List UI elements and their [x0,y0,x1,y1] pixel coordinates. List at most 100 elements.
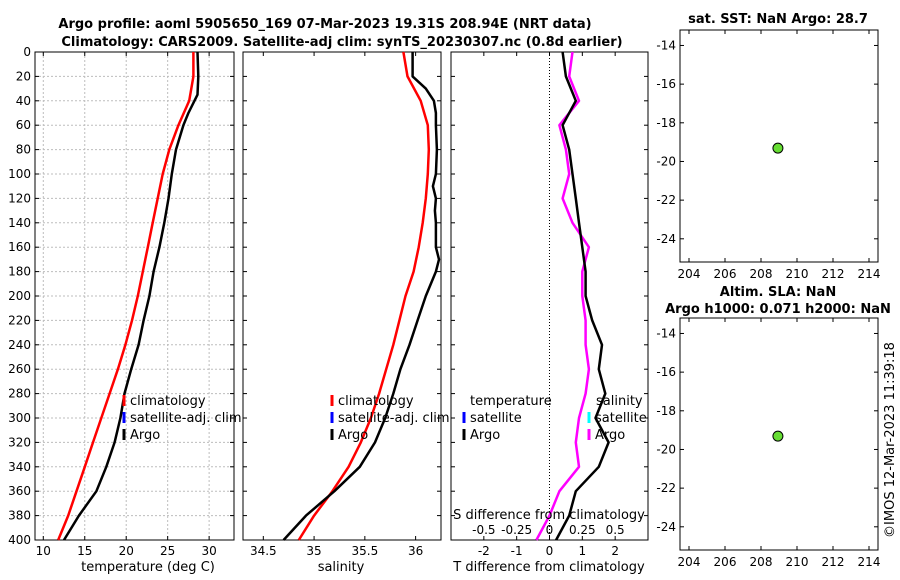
y-tick-label: -18 [656,116,676,130]
x-tick-label: 210 [786,555,809,569]
y-tick-label: 0 [23,45,31,59]
legend-clim-label: climatology [338,394,414,409]
x-tick-label: 1 [579,544,587,558]
series-argo [282,52,441,541]
y-tick-label: -24 [656,520,676,534]
temperature-xlabel: temperature (deg C) [81,560,215,575]
y-tick-label: 280 [8,387,31,401]
sla-map-title-2: Argo h1000: 0.071 h2000: NaN [665,302,891,317]
y-tick-label: -22 [656,193,676,207]
s-tick-label: 0.25 [569,523,596,537]
y-tick-label: 140 [8,216,31,230]
s-diff-xlabel: S difference from climatology [453,508,645,523]
axes-frame [242,51,442,541]
y-tick-label: 240 [8,338,31,352]
y-tick-label: 360 [8,484,31,498]
s-tick-label: -0.5 [472,523,495,537]
y-tick-label: -18 [656,404,676,418]
title-line-1: Argo profile: aoml 5905650_169 07-Mar-20… [58,17,591,32]
y-tick-label: -16 [656,77,676,91]
x-tick-label: 208 [750,555,773,569]
x-tick-label: 15 [77,544,92,558]
series-argo [62,51,200,541]
x-tick-label: 35 [306,544,321,558]
series-climatology [57,52,195,541]
x-tick-label: 35.5 [351,544,378,558]
legend-argo-label: Argo [338,428,368,443]
sst-map-title: sat. SST: NaN Argo: 28.7 [688,12,868,27]
x-tick-label: 20 [119,544,134,558]
legend-s-satellite-label: satellite [595,411,647,426]
y-tick-label: -20 [656,154,676,168]
x-tick-label: 36 [408,544,423,558]
sst-map-panel: 204 206 208 210 212 214 -14 -16 -18 -20 -22 -24 [656,29,881,281]
y-tick-label: 340 [8,460,31,474]
x-tick-label: 2 [611,544,619,558]
x-tick-label: 208 [750,267,773,281]
y-tick-label: 260 [8,362,31,376]
y-tick-label: 100 [8,167,31,181]
sla-map-title: Altim. SLA: NaN [720,285,836,300]
y-tick-label: 400 [8,533,31,547]
x-tick-label: 214 [858,555,881,569]
y-tick-label: 220 [8,313,31,327]
map-frame [679,29,879,263]
x-tick-label: 30 [201,544,216,558]
map-frame [679,317,879,551]
argo-position-marker [772,430,784,442]
salinity-panel: 34.5 35 35.5 36 climatology satellite-adj. cl… [242,51,450,558]
y-tick-label: 120 [8,191,31,205]
title-line-2: Climatology: CARS2009. Satellite-adj cli… [61,35,622,50]
x-tick-label: 34.5 [250,544,277,558]
y-tick-label: -22 [656,481,676,495]
x-tick-label: -1 [511,544,523,558]
y-tick-label: 200 [8,289,31,303]
s-tick-label: -0.25 [501,523,532,537]
x-tick-label: 204 [678,267,701,281]
x-tick-label: 212 [822,267,845,281]
y-tick-label: -16 [656,365,676,379]
y-tick-label: -14 [656,326,676,340]
t-diff-xlabel: T difference from climatology [452,560,645,575]
x-tick-label: 206 [714,267,737,281]
x-tick-label: 214 [858,267,881,281]
x-tick-label: 10 [36,544,51,558]
s-tick-label: 0 [546,523,554,537]
y-tick-label: 60 [16,118,31,132]
legend-argo-label: Argo [130,428,160,443]
temperature-panel: 10 15 20 25 30 0 20 40 60 80 100 120 140 160 180 200 220… [8,45,242,558]
legend-sat-clim-label: satellite-adj. clim [130,411,242,426]
y-tick-label: -20 [656,442,676,456]
x-tick-label: 25 [160,544,175,558]
series-salinity [535,51,591,541]
legend-sat-clim-label: satellite-adj. clim [338,411,450,426]
legend-t-satellite-label: satellite [470,411,522,426]
x-tick-label: -2 [478,544,490,558]
series-climatology [297,51,431,541]
legend-t-argo-label: Argo [470,428,500,443]
argo-position-marker [772,142,784,154]
y-tick-label: 320 [8,435,31,449]
salinity-xlabel: salinity [318,560,365,575]
x-tick-label: 0 [546,544,554,558]
s-tick-label: 0.5 [606,523,625,537]
series-temperature [554,51,610,541]
legend-s-argo-label: Argo [595,428,625,443]
legend-temperature-heading: temperature [470,394,552,409]
y-tick-label: 380 [8,509,31,523]
y-tick-label: 40 [16,94,31,108]
imos-watermark: ©IMOS 12-Mar-2023 11:39:18 [883,342,898,538]
x-tick-label: 212 [822,555,845,569]
x-tick-label: 206 [714,555,737,569]
x-tick-label: 210 [786,267,809,281]
x-tick-label: 204 [678,555,701,569]
sla-map-panel: 204 206 208 210 212 214 -14 -16 -18 -20 -22 -24 [656,317,881,569]
y-tick-label: -14 [656,38,676,52]
y-tick-label: 160 [8,240,31,254]
y-tick-label: 80 [16,143,31,157]
y-tick-label: 20 [16,69,31,83]
y-tick-label: -24 [656,232,676,246]
legend-salinity-heading: salinity [596,394,643,409]
y-tick-label: 180 [8,265,31,279]
